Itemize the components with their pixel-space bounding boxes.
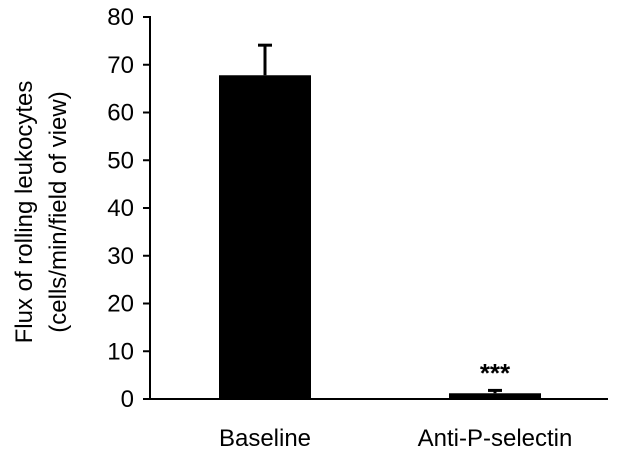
bar: [449, 393, 541, 399]
axes: [149, 16, 608, 400]
y-tick-label: 50: [107, 147, 134, 174]
y-axis-ticks: 0 10 20 30 40 50 60 70 80: [107, 4, 150, 413]
y-tick-label: 40: [107, 195, 134, 222]
x-category-label: Baseline: [219, 425, 311, 452]
y-tick-label: 70: [107, 52, 134, 79]
y-tick-label: 30: [107, 243, 134, 270]
x-category-label: Anti-P-selectin: [418, 425, 573, 452]
y-tick-label: 60: [107, 100, 134, 127]
annotations: ***: [480, 358, 511, 388]
y-tick-label: 20: [107, 291, 134, 318]
significance-annotation: ***: [480, 358, 511, 388]
y-tick-label: 10: [107, 338, 134, 365]
bar: [219, 75, 311, 399]
y-axis-label-line: (cells/min/field of view): [45, 91, 72, 332]
error-bars: [258, 43, 502, 394]
y-axis-label-line: Flux of rolling leukocytes: [11, 81, 38, 344]
bars: [219, 75, 541, 399]
x-axis-categories: Baseline Anti-P-selectin: [219, 425, 572, 452]
y-tick-label: 0: [121, 386, 134, 413]
y-axis-label: Flux of rolling leukocytes (cells/min/fie…: [11, 81, 72, 344]
y-tick-label: 80: [107, 4, 134, 31]
